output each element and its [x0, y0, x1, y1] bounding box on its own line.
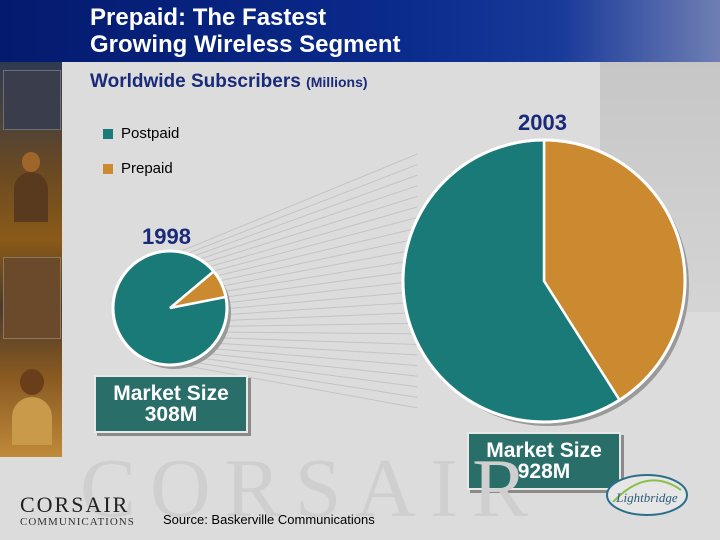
subtitle-unit: (Millions): [306, 74, 368, 90]
market-size-value: 308M: [144, 403, 198, 426]
market-size-value: 928M: [517, 460, 571, 483]
chart-subtitle: Worldwide Subscribers (Millions): [90, 71, 368, 93]
title-line-2: Growing Wireless Segment: [90, 31, 401, 58]
corsair-logo: CORSAIR COMMUNICATIONS: [20, 492, 140, 529]
legend-swatch-prepaid: [103, 163, 113, 174]
connector-line: [181, 364, 418, 409]
connector-line: [181, 345, 418, 367]
connector-line: [181, 350, 418, 377]
connector-line: [181, 206, 418, 276]
lightbridge-logo: Lightbridge: [606, 474, 688, 516]
legend-label-postpaid: Postpaid: [121, 125, 180, 142]
market-size-box-1998: Market Size 308M: [94, 375, 248, 433]
corsair-watermark: CORSAIR: [80, 442, 543, 535]
pie-2003: [401, 138, 689, 426]
legend-label-prepaid: Prepaid: [121, 160, 173, 177]
source-note: Source: Baskerville Communications: [163, 512, 375, 527]
legend-swatch-postpaid: [103, 128, 113, 139]
connector-line: [181, 164, 418, 257]
connector-line: [181, 195, 418, 271]
phone-photo: [3, 257, 61, 339]
logo-subtitle: COMMUNICATIONS: [20, 516, 135, 528]
keyboard-photo: [3, 70, 61, 130]
phone-user-photo: [8, 357, 54, 447]
legend-item-postpaid: Postpaid: [103, 125, 179, 142]
connector-line: [181, 153, 418, 252]
pie-1998: [111, 249, 231, 369]
year-label-2003: 2003: [518, 110, 567, 135]
title-banner: Prepaid: The Fastest Growing Wireless Se…: [0, 0, 720, 62]
connector-line: [181, 227, 418, 285]
connector-line: [181, 185, 418, 266]
pie-2003-outline: [401, 138, 687, 424]
year-label-1998: 1998: [142, 224, 191, 249]
slide-title: Prepaid: The Fastest Growing Wireless Se…: [90, 4, 401, 58]
market-size-box-2003: Market Size 928M: [467, 432, 621, 490]
logo-name: CORSAIR: [20, 492, 130, 517]
photo-strip: [0, 62, 62, 457]
svg-text:Lightbridge: Lightbridge: [615, 490, 678, 505]
pie-1998-outline: [111, 249, 229, 367]
subtitle-text: Worldwide Subscribers: [90, 71, 301, 92]
market-size-label: Market Size: [113, 382, 229, 405]
laptop-user-photo: [8, 142, 54, 232]
connector-line: [181, 355, 418, 388]
market-size-label: Market Size: [486, 439, 602, 462]
title-line-1: Prepaid: The Fastest: [90, 4, 327, 31]
legend-item-prepaid: Prepaid: [103, 160, 173, 177]
connector-line: [181, 174, 418, 261]
connector-line: [181, 359, 418, 398]
connector-lines: [181, 153, 418, 409]
connector-line: [181, 217, 418, 280]
